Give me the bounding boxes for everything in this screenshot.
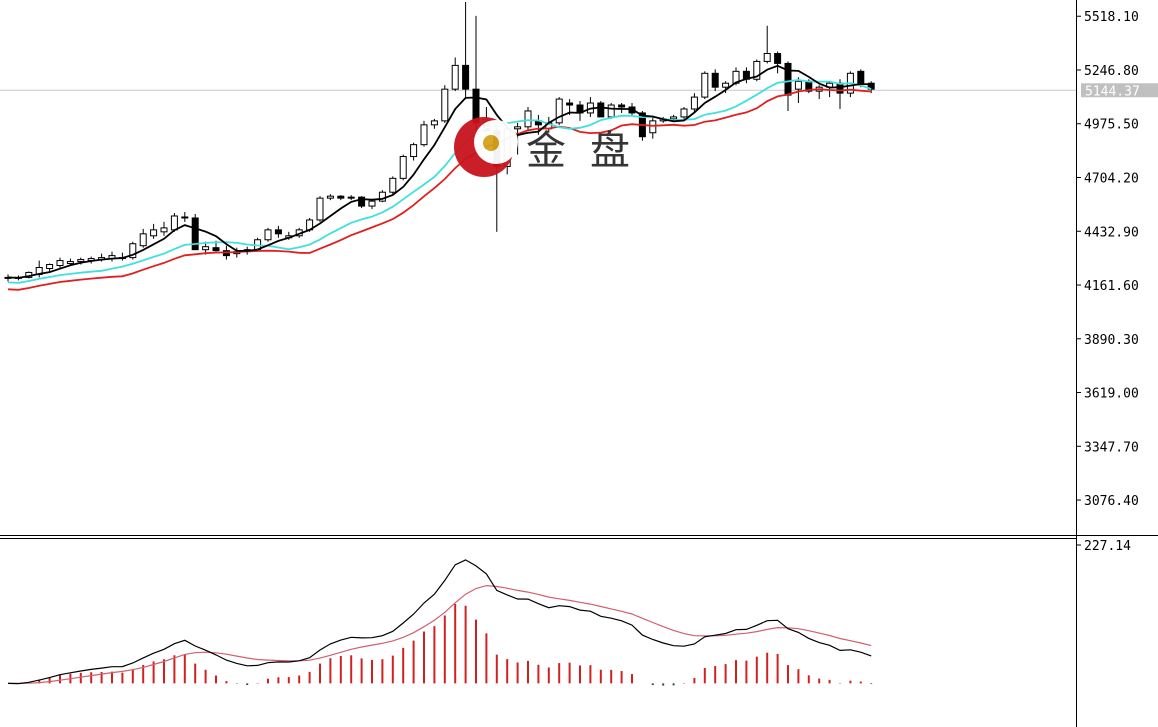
price-axis: 5518.10 5246.80 4975.50 4704.20 4432.90 4161.… xyxy=(1076,10,1139,509)
candle-down xyxy=(358,196,366,207)
candle-up xyxy=(607,104,615,118)
current-price-tag-text: 5144.37 xyxy=(1085,84,1140,99)
price-tick-label: 5518.10 xyxy=(1084,10,1139,25)
candle-up xyxy=(46,264,54,269)
candle-up xyxy=(722,82,730,88)
candle-up xyxy=(389,177,397,193)
candle-up xyxy=(555,98,563,124)
candle-up xyxy=(316,197,324,221)
candle-down xyxy=(867,82,875,90)
logo-text-char-1: 金 xyxy=(526,128,566,174)
price-tick-label: 4161.60 xyxy=(1084,279,1139,294)
price-panel xyxy=(0,1,1076,291)
candle-up xyxy=(66,261,74,265)
candle-up xyxy=(150,229,158,237)
candle-up xyxy=(378,191,386,202)
candle-up xyxy=(701,72,709,98)
candle-up xyxy=(368,200,376,207)
price-tick-label: 3890.30 xyxy=(1084,333,1139,348)
candle-up xyxy=(649,120,657,134)
candle-down xyxy=(597,102,605,118)
candle-up xyxy=(690,96,698,110)
candle-up xyxy=(139,233,147,247)
candle-down xyxy=(337,195,345,199)
macd-axis: 227.14 xyxy=(1076,539,1131,554)
candle-up xyxy=(77,259,85,263)
ma-mid-line xyxy=(7,78,872,284)
price-tick-label: 5246.80 xyxy=(1084,64,1139,79)
price-tick-label: 3619.00 xyxy=(1084,387,1139,402)
watermark-logo: 金 盘 xyxy=(454,117,630,177)
logo-text-char-2: 盘 xyxy=(590,128,630,174)
macd-signal-line xyxy=(8,584,872,684)
candle-down xyxy=(618,104,626,108)
candle-down xyxy=(212,247,220,252)
candle-up xyxy=(680,108,688,118)
moving-average-lines xyxy=(7,64,872,291)
candle-up xyxy=(670,116,678,120)
candle-down xyxy=(462,64,470,90)
price-tick-label: 3076.40 xyxy=(1084,494,1139,509)
candle-up xyxy=(753,60,761,80)
price-tick-label: 4704.20 xyxy=(1084,172,1139,187)
candle-down xyxy=(784,62,792,96)
candle-up xyxy=(410,144,418,158)
candles-group xyxy=(4,1,875,282)
logo-gold-ball xyxy=(483,135,499,151)
candle-up xyxy=(399,156,407,179)
candle-up xyxy=(264,229,272,241)
candle-up xyxy=(129,243,137,259)
price-tick-label: 4432.90 xyxy=(1084,225,1139,240)
candle-up xyxy=(420,124,428,146)
candle-up xyxy=(524,110,532,128)
candle-down xyxy=(181,216,189,219)
candle-up xyxy=(202,246,210,251)
macd-main-line xyxy=(7,559,872,685)
ma-fast-line xyxy=(7,64,872,279)
macd-lines xyxy=(7,559,872,685)
candle-up xyxy=(794,80,802,90)
candle-down xyxy=(566,102,574,106)
candle-up xyxy=(160,227,168,233)
candle-up xyxy=(56,260,64,267)
candle-up xyxy=(451,64,459,90)
candle-down xyxy=(774,53,782,64)
current-price-tag: 5144.37 xyxy=(1081,83,1158,99)
price-tick-label: 3347.70 xyxy=(1084,440,1139,455)
candle-up xyxy=(763,53,771,62)
candle-up xyxy=(170,215,178,231)
candle-up xyxy=(347,196,355,199)
candle-up xyxy=(430,120,438,126)
macd-panel xyxy=(7,559,873,686)
candle-up xyxy=(514,126,522,130)
current-price-tag-bg xyxy=(1081,83,1158,98)
candle-up xyxy=(326,195,334,199)
macd-tick-label: 227.14 xyxy=(1084,539,1131,554)
candle-down xyxy=(711,72,719,88)
candle-down xyxy=(191,217,199,251)
candle-down xyxy=(274,229,282,235)
candle-up xyxy=(441,88,449,122)
price-tick-label: 4975.50 xyxy=(1084,118,1139,133)
ma-slow-line xyxy=(7,88,872,291)
candle-down xyxy=(857,70,865,84)
macd-histogram xyxy=(17,603,873,686)
